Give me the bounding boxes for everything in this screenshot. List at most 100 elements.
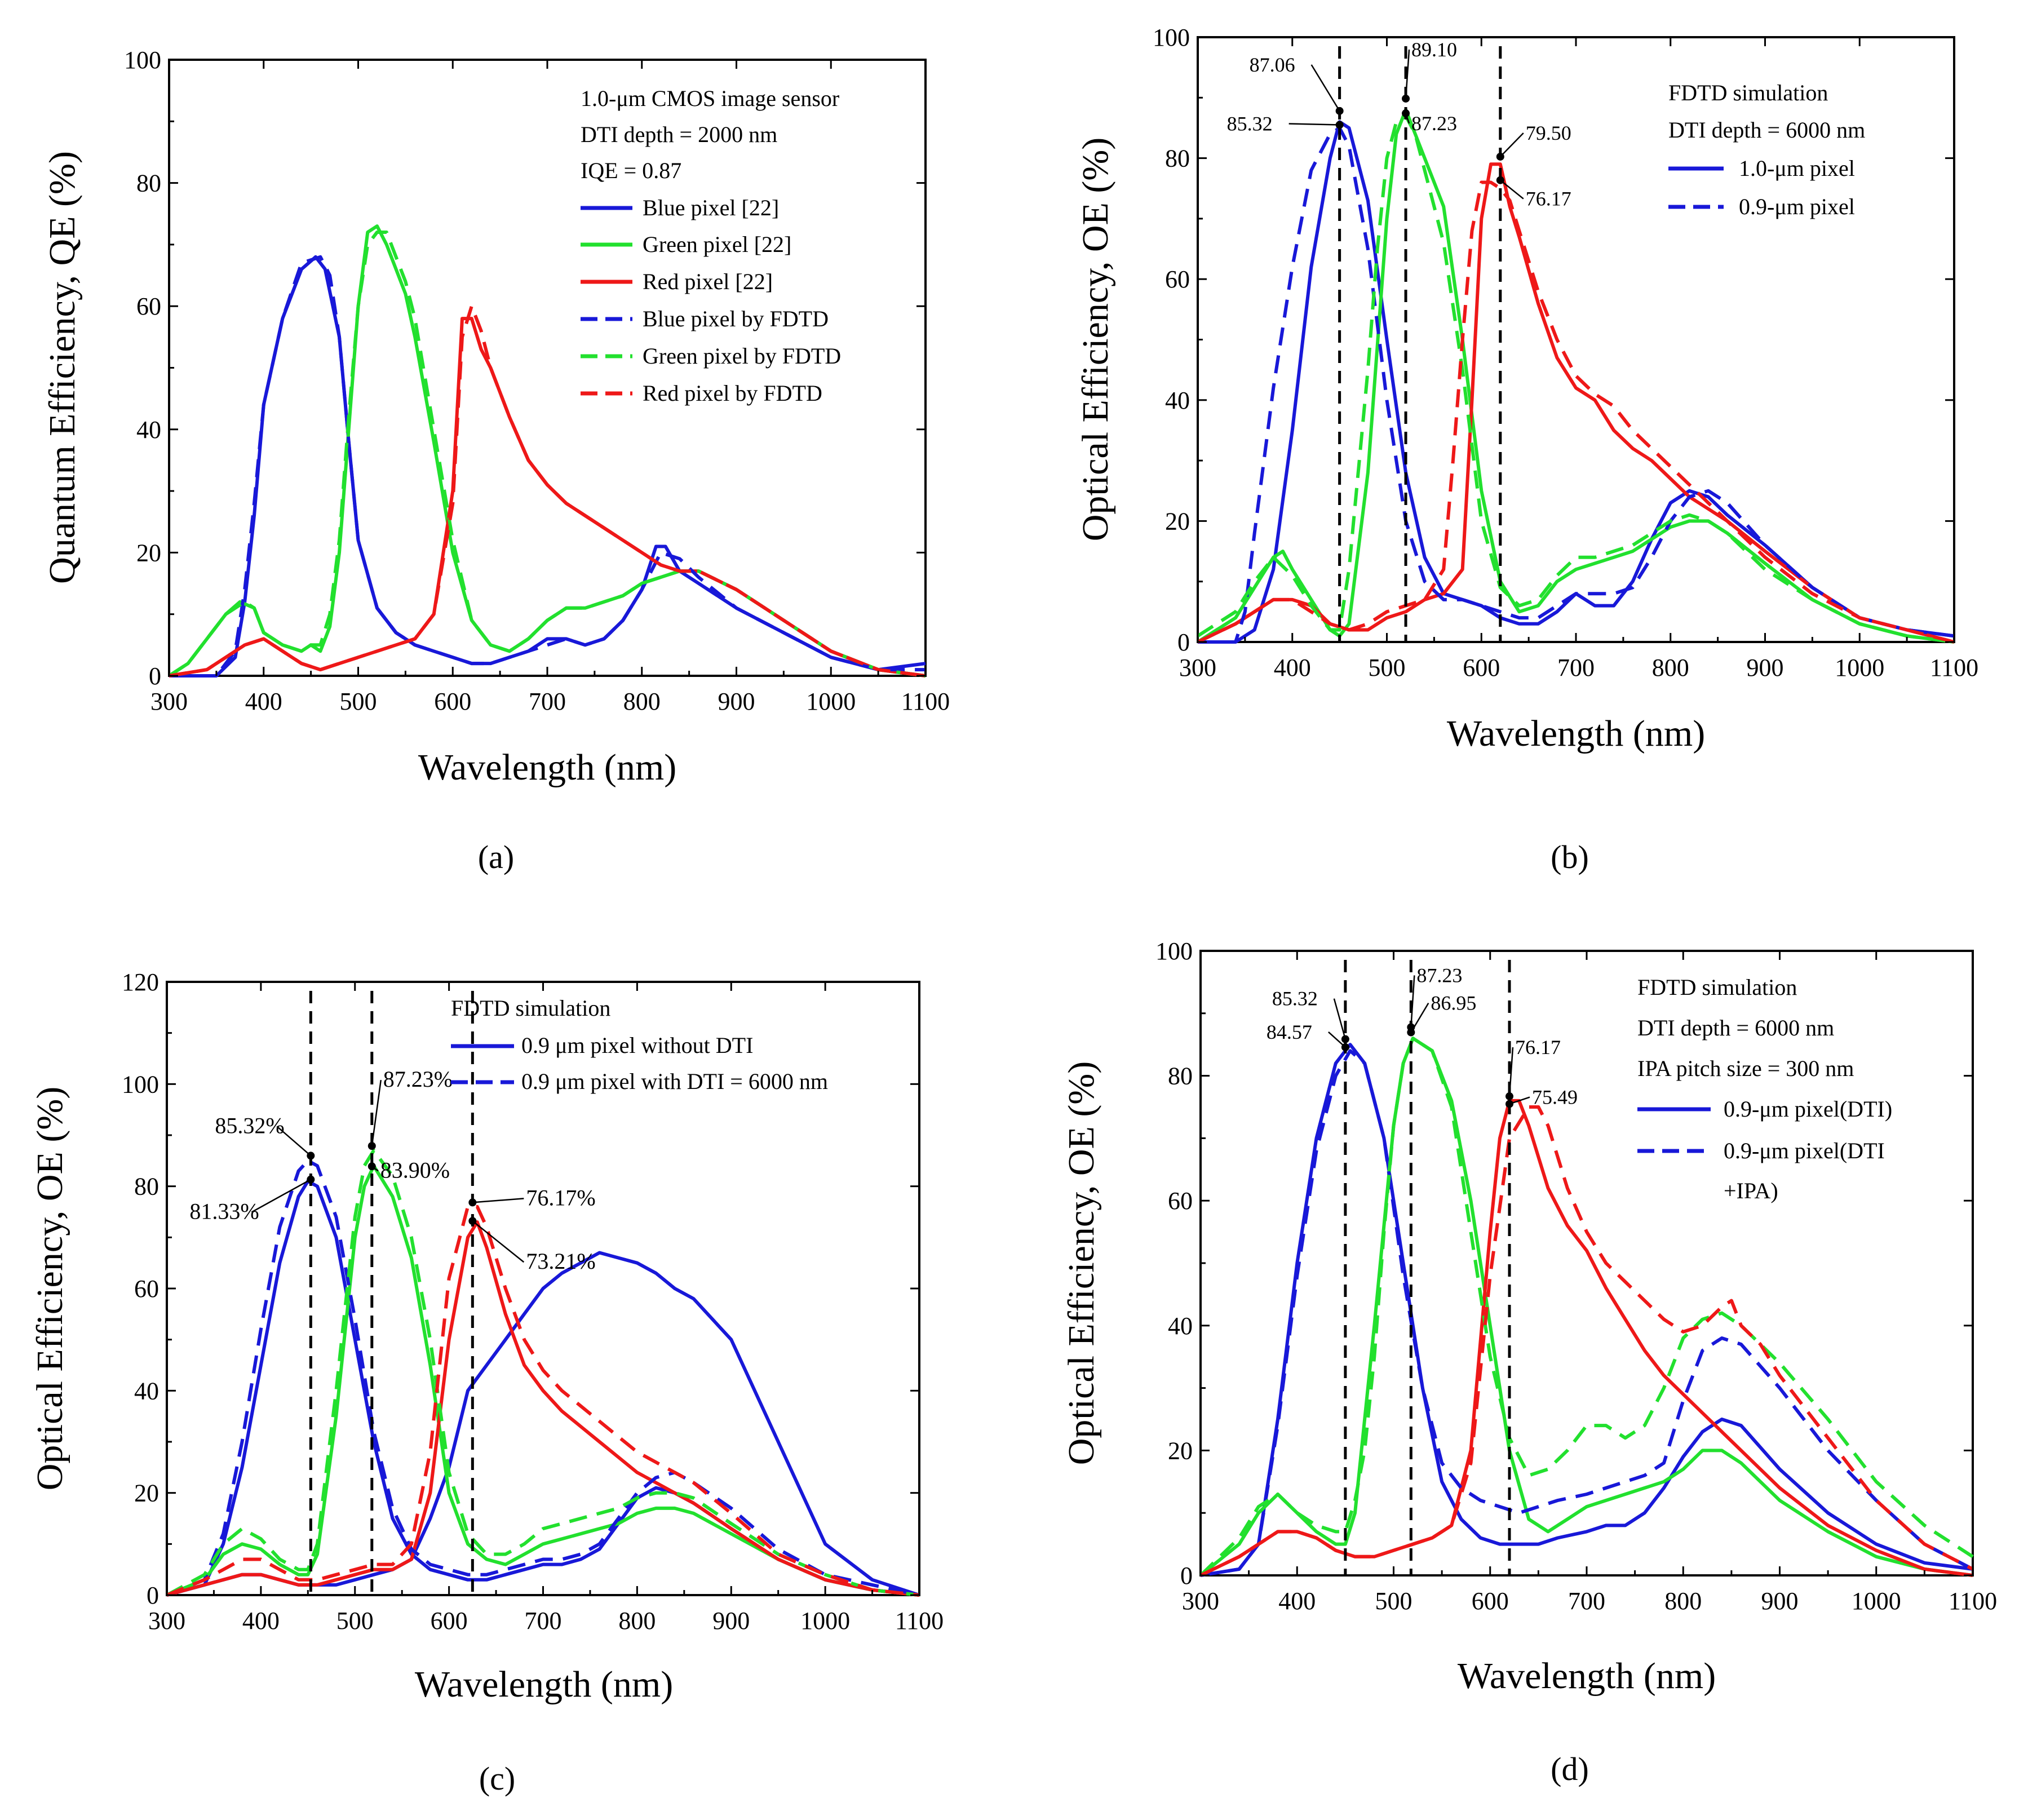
annotation-label: 87.23% [383, 1066, 453, 1092]
x-tick-label: 1000 [1852, 1587, 1901, 1615]
annotation-leader [1499, 132, 1524, 157]
legend-label: 0.9-μm pixel(DTI [1724, 1138, 1885, 1163]
x-tick-label: 600 [431, 1607, 468, 1635]
x-tick-label: 400 [242, 1607, 280, 1635]
legend: FDTD simulation DTI depth = 6000 nm 1.0-… [1668, 80, 1865, 219]
series-line-red-dashed [1197, 180, 1955, 644]
annotation-label: 79.50 [1526, 122, 1571, 144]
legend-label: 0.9-μm pixel(DTI) [1724, 1096, 1892, 1122]
annotation-leader [1288, 123, 1340, 126]
x-tick-label: 500 [336, 1607, 374, 1635]
annotation-arrowhead [1335, 121, 1344, 129]
x-tick-label: 1000 [1835, 654, 1884, 681]
x-tick-label: 500 [340, 688, 377, 715]
annotation-leader [1500, 179, 1524, 200]
x-axis-label: Wavelength (nm) [1447, 713, 1705, 754]
annotation-arrowhead [1496, 152, 1504, 161]
annotation-arrowhead [468, 1198, 477, 1207]
x-tick-label: 900 [1761, 1587, 1799, 1615]
x-tick-label: 1000 [800, 1607, 850, 1635]
annotation-label: 89.10 [1411, 38, 1457, 61]
x-axis-label: Wavelength (nm) [415, 1664, 673, 1705]
y-tick-label: 40 [1165, 387, 1190, 414]
legend-label: Red pixel [22] [643, 269, 773, 294]
y-tick-label: 0 [1177, 628, 1190, 656]
annotation-label: 73.21% [526, 1248, 595, 1274]
y-tick-label: 100 [1155, 937, 1193, 965]
x-tick-label: 400 [1278, 1587, 1316, 1615]
annotation-label: 87.06 [1250, 54, 1295, 76]
annotation-label: 87.23 [1411, 112, 1457, 135]
series-line-green-dashed [1197, 114, 1955, 644]
annotation-arrowhead [1335, 107, 1344, 115]
y-tick-label: 40 [134, 1377, 159, 1405]
annotation-label: 85.32% [215, 1113, 284, 1138]
series-layer: 85.32% 81.33% 87.23% 83.90% 76.17% 73.21% [166, 991, 920, 1597]
series-line-blue-solid [1198, 120, 1955, 644]
annotation-label: 76.17 [1515, 1036, 1561, 1059]
x-tick-label: 1100 [901, 688, 950, 715]
annotation-leader [472, 1198, 524, 1203]
series-layer: 87.06 85.32 89.10 87.23 79.50 76.17 [1197, 38, 1955, 644]
legend-label: 0.9 μm pixel without DTI [521, 1033, 753, 1058]
annotation-leader [1310, 64, 1340, 112]
legend-header-line: FDTD simulation [1637, 975, 1797, 1000]
x-tick-label: 900 [712, 1607, 750, 1635]
legend-label: Green pixel [22] [643, 232, 791, 257]
x-tick-label: 1000 [806, 688, 856, 715]
legend-label: Green pixel by FDTD [643, 343, 841, 369]
y-axis-label: Quantum Efficiency, QE (%) [42, 151, 83, 584]
annotation-arrowhead [307, 1152, 315, 1160]
x-tick-label: 700 [1557, 654, 1595, 681]
legend-label: Blue pixel [22] [643, 195, 779, 220]
x-tick-label: 700 [529, 688, 566, 715]
y-tick-label: 20 [1168, 1437, 1193, 1464]
annotation-label: 76.17% [526, 1185, 595, 1210]
legend-header-line: DTI depth = 2000 nm [581, 122, 777, 147]
legend-header-line: IPA pitch size = 300 nm [1637, 1056, 1854, 1081]
series-line-green-solid [166, 1164, 920, 1597]
panel-label: (a) [478, 839, 514, 875]
panel-a: 300 400 500 600 700 800 900 1000 1100 0 20 40 60 80 10… [42, 46, 950, 875]
legend-label: Blue pixel by FDTD [643, 306, 829, 331]
series-line-red-solid [166, 1220, 920, 1597]
legend: 1.0-μm CMOS image sensor DTI depth = 200… [581, 86, 841, 406]
y-tick-label: 80 [1168, 1062, 1193, 1090]
x-axis-label: Wavelength (nm) [418, 747, 676, 788]
tick-layer: 300 400 500 600 700 800 900 1000 1100 0 20 40 60 80 10… [1153, 24, 1978, 681]
series-layer: 85.32 84.57 87.23 86.95 76.17 75.49 [1199, 960, 1974, 1577]
x-tick-label: 900 [718, 688, 755, 715]
annotation-label: 81.33% [189, 1199, 259, 1224]
series-line-green-solid [1197, 108, 1955, 644]
x-tick-label: 700 [525, 1607, 562, 1635]
legend-header-line: DTI depth = 6000 nm [1668, 117, 1865, 143]
legend-label: +IPA) [1724, 1178, 1778, 1203]
y-axis-label: Optical Efficiency, OE (%) [1061, 1061, 1102, 1465]
x-tick-label: 900 [1747, 654, 1784, 681]
x-tick-label: 800 [1652, 654, 1689, 681]
y-tick-label: 0 [149, 662, 161, 690]
annotation-arrowhead [468, 1217, 477, 1225]
x-tick-label: 1100 [1930, 654, 1978, 681]
annotation-leader [276, 1126, 312, 1157]
series-line-green-dashed [1199, 1037, 1974, 1577]
x-tick-label: 500 [1369, 654, 1406, 681]
annotation-label: 84.57 [1267, 1021, 1312, 1043]
annotation-arrowhead [1341, 1043, 1349, 1051]
y-tick-label: 80 [134, 1173, 159, 1201]
annotation-leader [472, 1220, 525, 1263]
y-tick-label: 60 [1165, 265, 1190, 293]
annotation-label: 76.17 [1526, 188, 1571, 210]
annotation-label: 87.23 [1416, 964, 1462, 986]
legend-header-line: FDTD simulation [451, 995, 610, 1021]
annotation-label: 83.90% [380, 1157, 450, 1183]
legend-label: Red pixel by FDTD [643, 380, 822, 406]
x-tick-label: 300 [148, 1607, 185, 1635]
annotation-arrowhead [1496, 176, 1504, 184]
y-tick-label: 40 [1168, 1312, 1193, 1340]
y-tick-label: 0 [1180, 1562, 1193, 1589]
series-line-green-solid [168, 224, 926, 677]
panel-label: (c) [479, 1760, 515, 1797]
annotation-label: 86.95 [1431, 992, 1476, 1015]
panel-label: (d) [1551, 1751, 1589, 1787]
